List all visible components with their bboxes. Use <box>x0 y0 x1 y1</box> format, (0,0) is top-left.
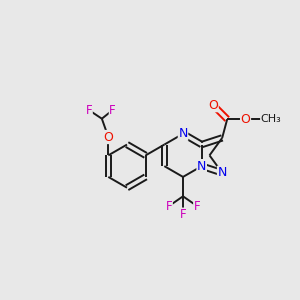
Text: F: F <box>109 103 116 117</box>
Text: N: N <box>218 166 227 179</box>
Text: O: O <box>241 113 250 126</box>
Text: N: N <box>178 127 188 140</box>
Text: N: N <box>197 160 206 172</box>
Text: F: F <box>194 200 200 212</box>
Text: F: F <box>166 200 172 212</box>
Text: F: F <box>180 208 186 221</box>
Text: O: O <box>208 99 218 112</box>
Text: O: O <box>103 130 113 143</box>
Text: F: F <box>85 103 92 117</box>
Text: CH₃: CH₃ <box>261 114 281 124</box>
